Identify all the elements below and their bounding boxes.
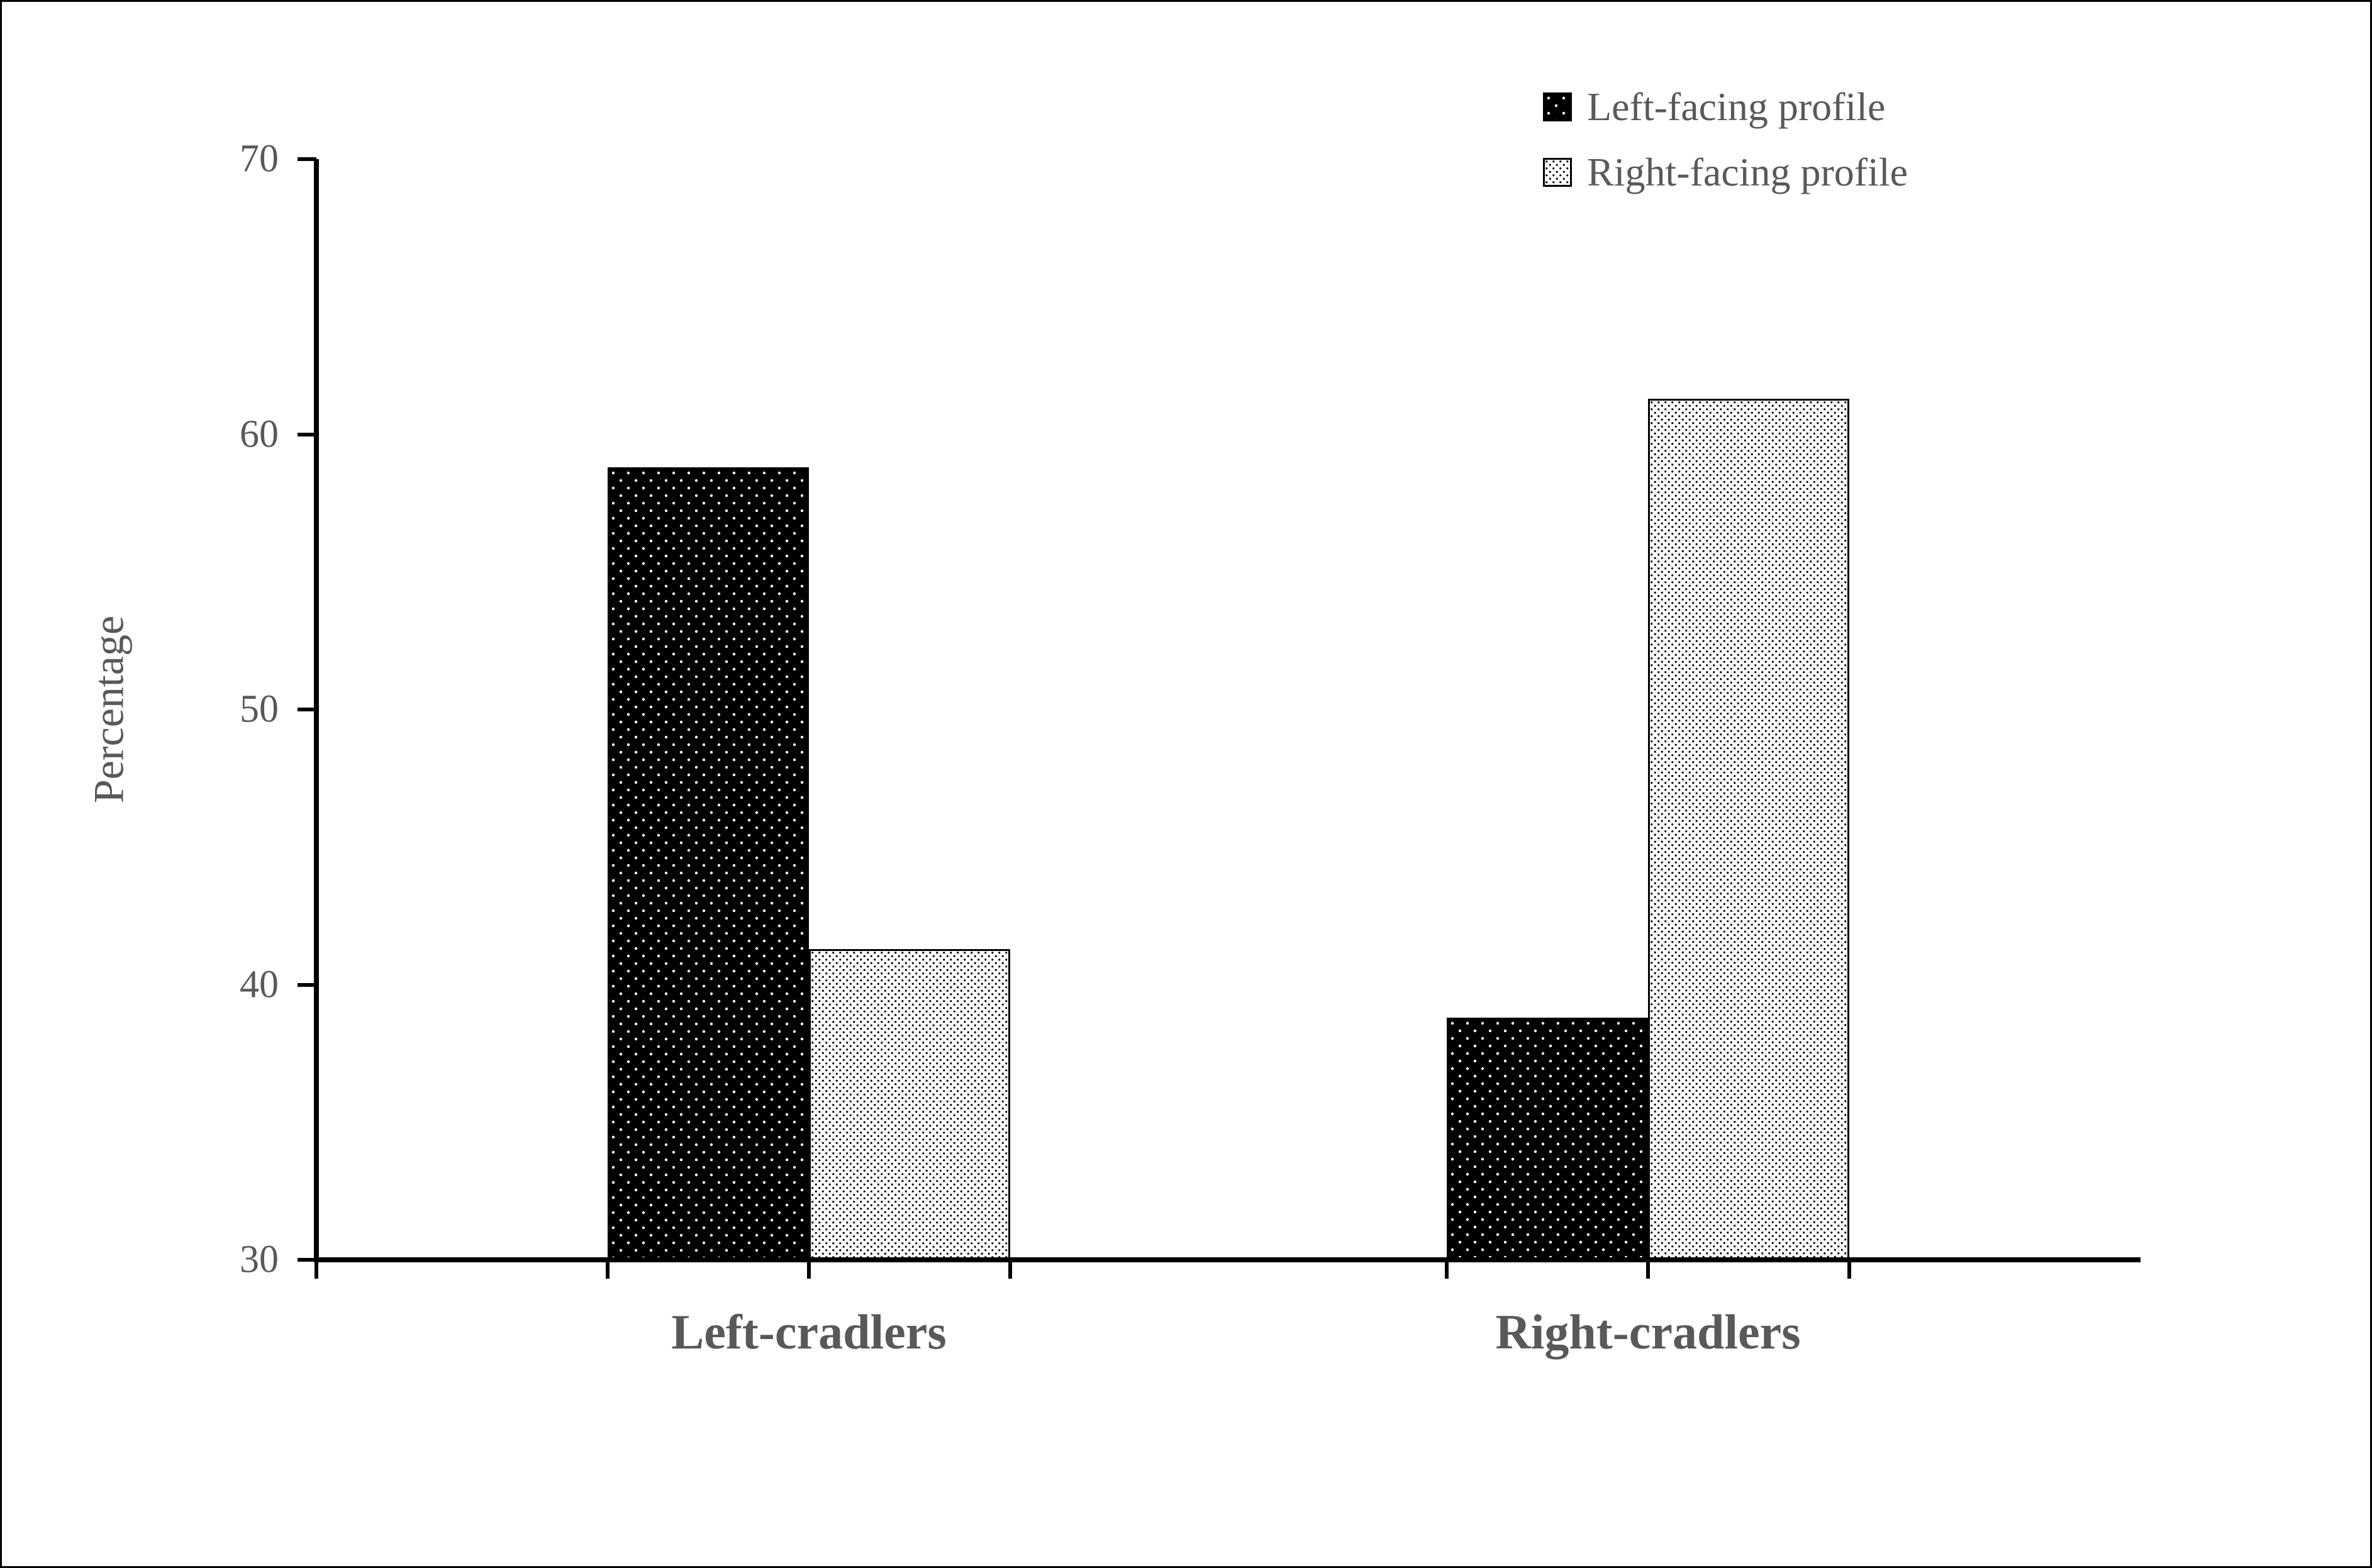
x-category-label: Right-cradlers <box>1495 1304 1800 1360</box>
x-category-label: Left-cradlers <box>671 1304 946 1360</box>
y-tick <box>298 157 316 161</box>
y-tick <box>298 983 316 987</box>
bar <box>1648 399 1849 1260</box>
legend: Left-facing profile Right-facing profile <box>1543 84 1908 214</box>
chart-frame: 30 40 50 60 70 Left-cradlers Right-cradlers Per… <box>0 0 2372 1568</box>
legend-label: Right-facing profile <box>1587 149 1908 196</box>
x-tick <box>315 1260 318 1279</box>
legend-swatch <box>1543 92 1572 121</box>
legend-label: Left-facing profile <box>1587 84 1885 130</box>
x-tick <box>1646 1260 1650 1279</box>
y-tick-label: 30 <box>2 1238 279 1282</box>
x-tick <box>606 1260 610 1279</box>
x-axis-line <box>314 1257 2141 1262</box>
x-tick <box>1008 1260 1012 1279</box>
y-tick <box>298 1258 316 1262</box>
y-tick-label: 40 <box>2 962 279 1007</box>
x-tick <box>1445 1260 1449 1279</box>
bar <box>1447 1018 1648 1260</box>
y-axis-label: Percentage <box>84 616 134 803</box>
legend-item: Right-facing profile <box>1543 149 1908 196</box>
bar <box>809 949 1010 1260</box>
x-tick <box>1847 1260 1851 1279</box>
plot-area <box>316 159 2141 1260</box>
x-tick <box>807 1260 811 1279</box>
legend-item: Left-facing profile <box>1543 84 1908 130</box>
y-tick <box>298 708 316 711</box>
legend-swatch <box>1543 158 1572 187</box>
y-tick-label: 70 <box>2 137 279 182</box>
y-tick-label: 50 <box>2 687 279 732</box>
bar <box>608 467 809 1260</box>
y-tick-label: 60 <box>2 412 279 457</box>
y-tick <box>298 433 316 436</box>
